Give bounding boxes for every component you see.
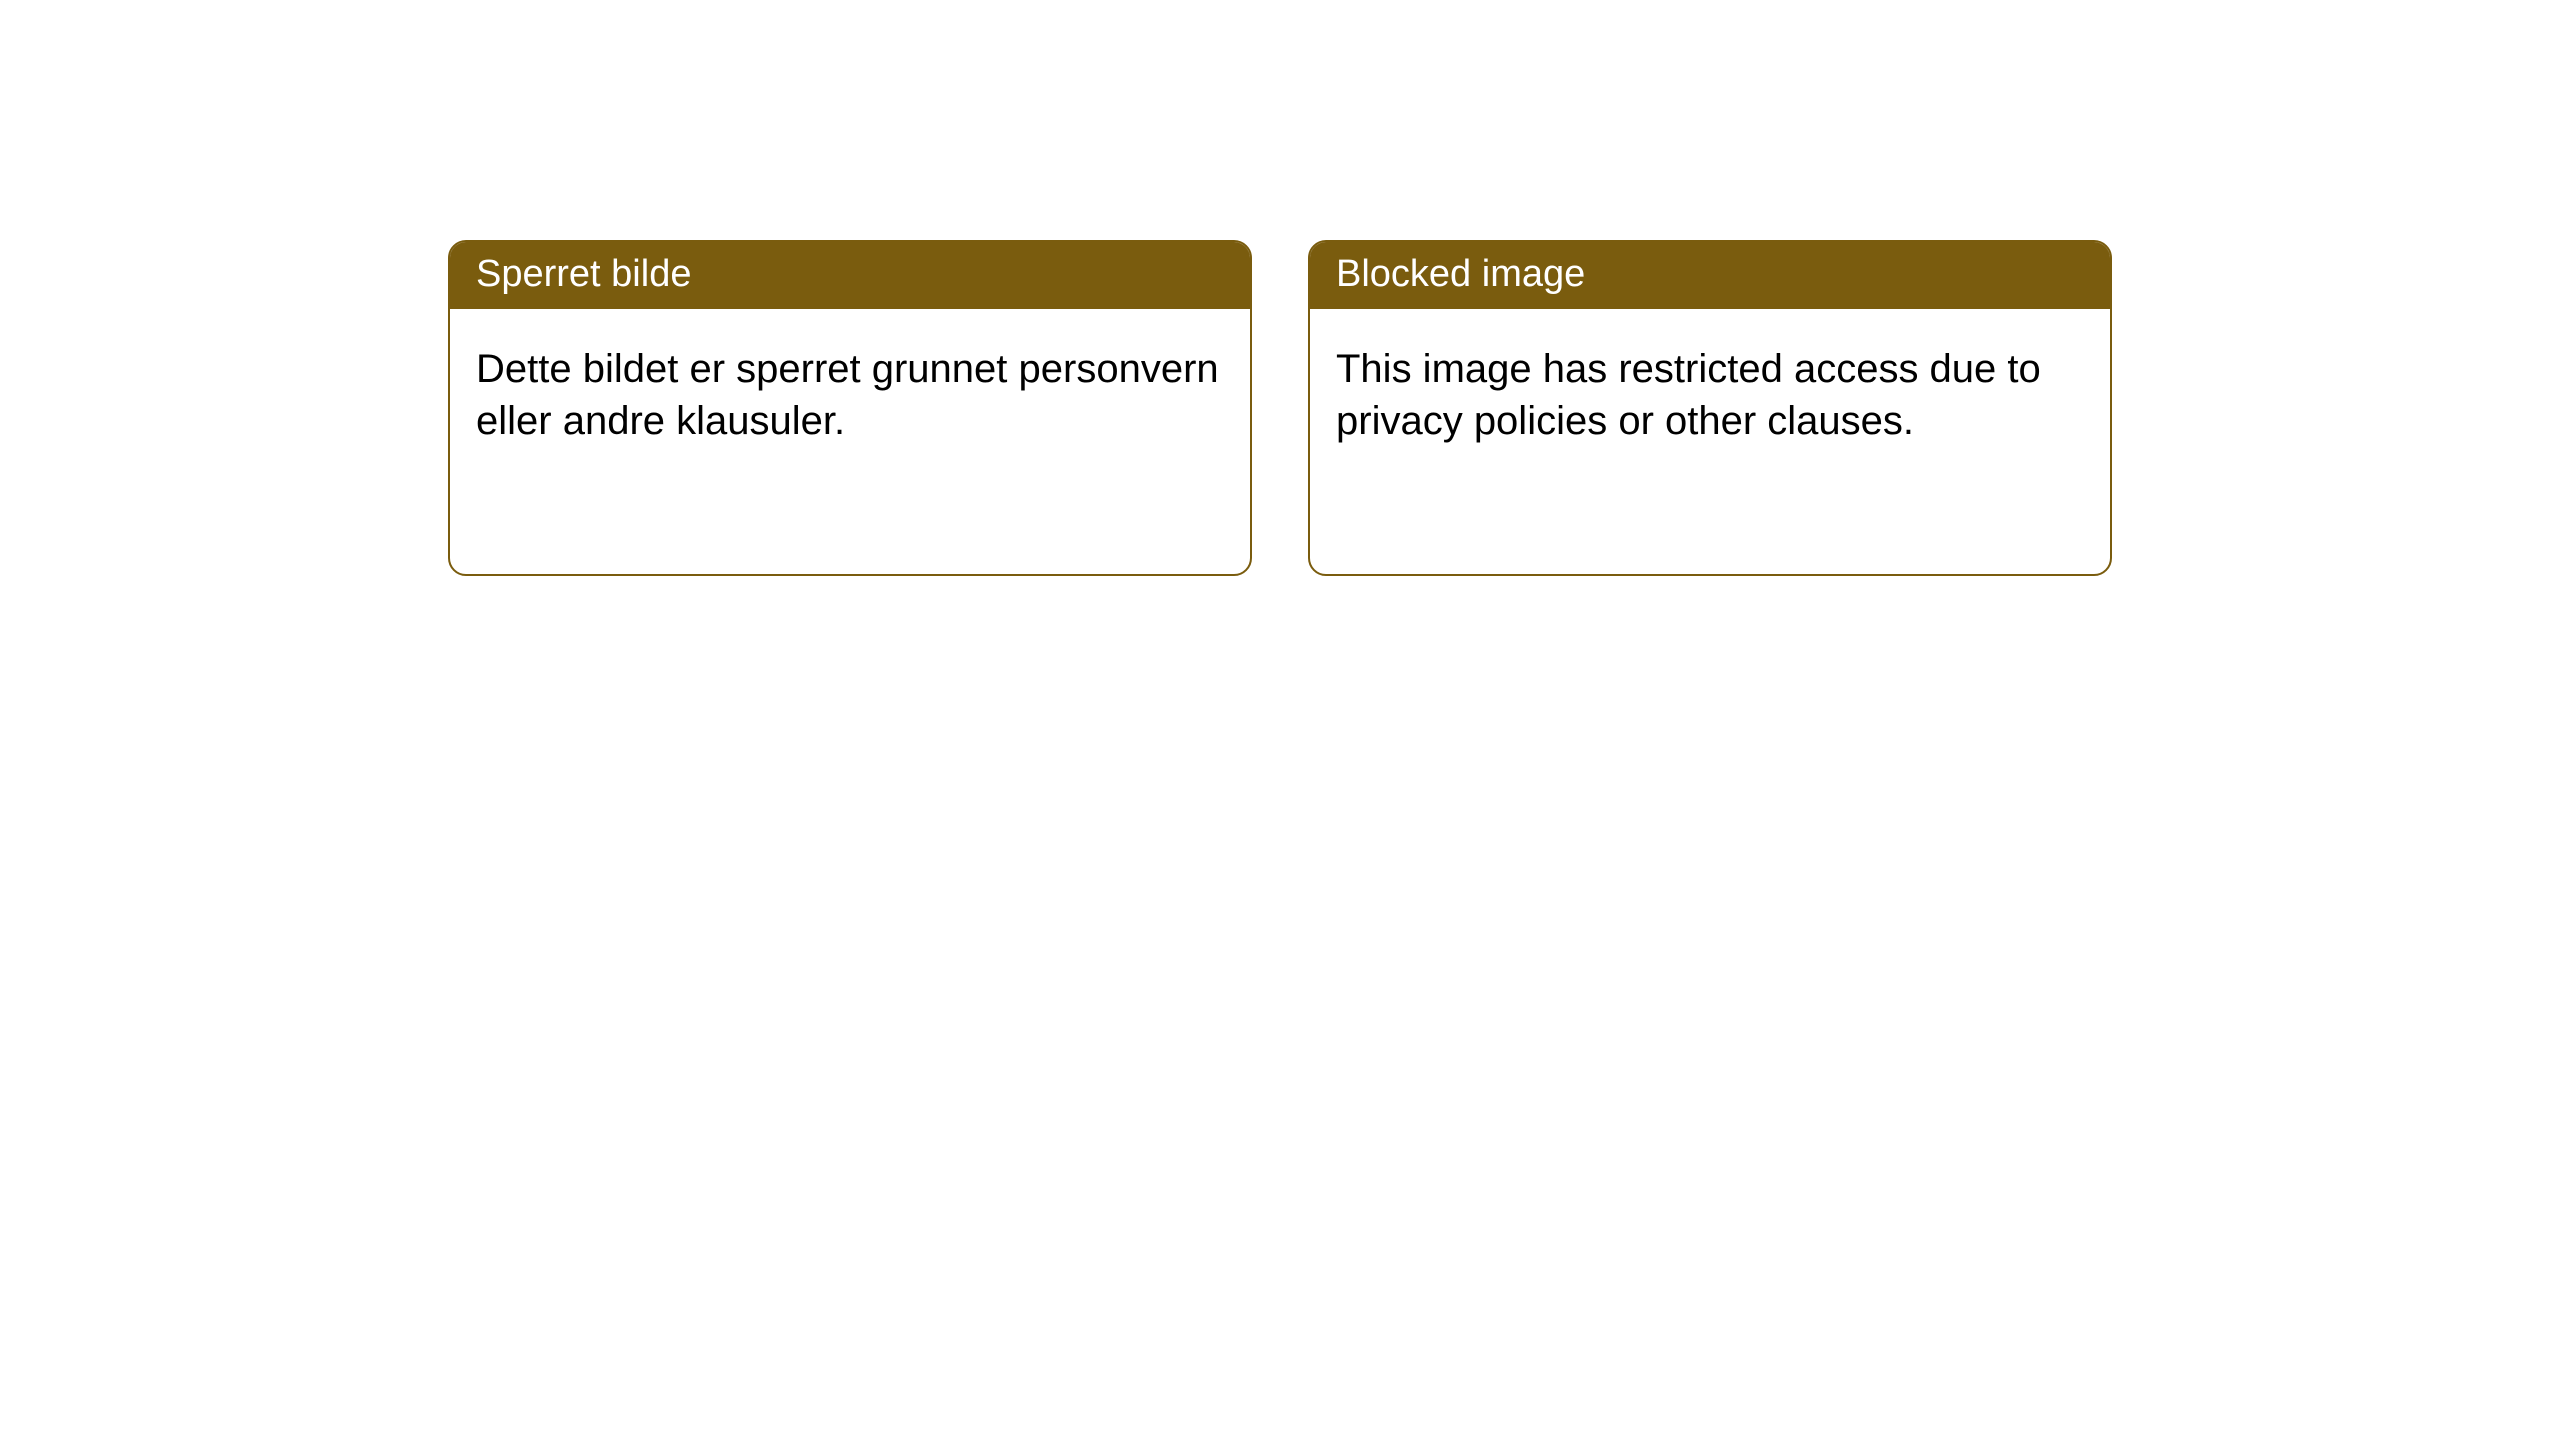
notice-body-norwegian: Dette bildet er sperret grunnet personve… [450, 309, 1250, 481]
notice-header-norwegian: Sperret bilde [450, 242, 1250, 309]
notice-header-english: Blocked image [1310, 242, 2110, 309]
notice-body-english: This image has restricted access due to … [1310, 309, 2110, 481]
notice-container: Sperret bilde Dette bildet er sperret gr… [0, 0, 2560, 576]
notice-card-norwegian: Sperret bilde Dette bildet er sperret gr… [448, 240, 1252, 576]
notice-card-english: Blocked image This image has restricted … [1308, 240, 2112, 576]
